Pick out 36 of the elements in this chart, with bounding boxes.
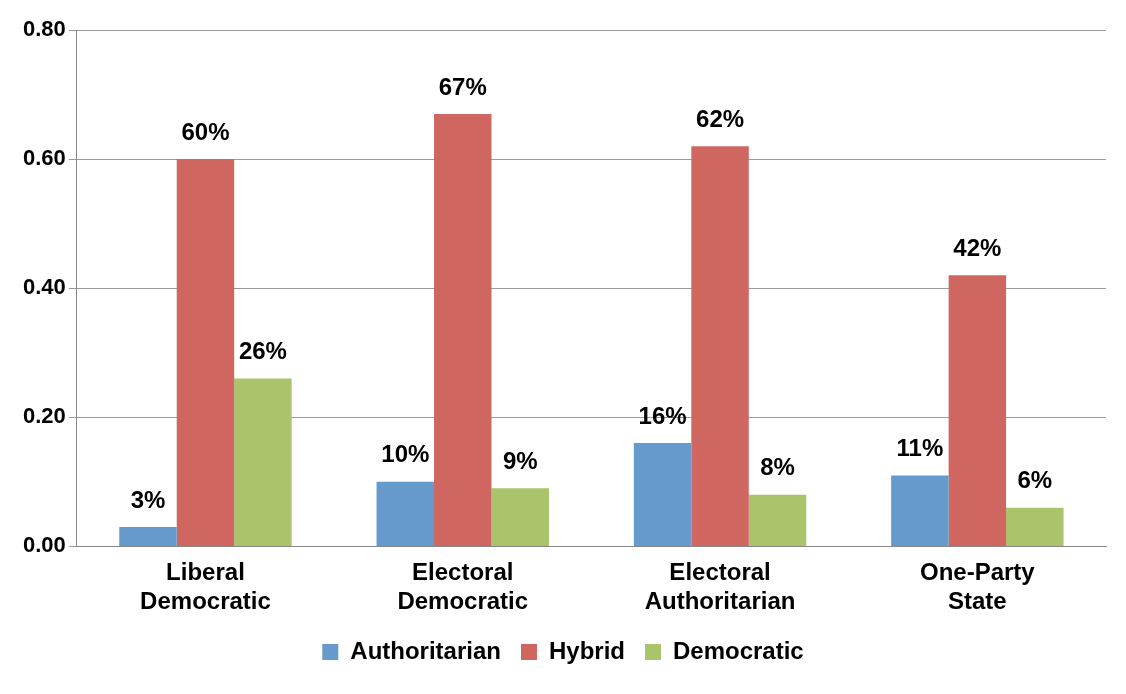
data-label: 9% — [502, 446, 538, 474]
y-tick-label: 0.60 — [22, 145, 66, 171]
data-label: 62% — [696, 104, 745, 132]
data-label: 8% — [760, 453, 795, 481]
bar — [691, 146, 749, 546]
bar — [948, 275, 1007, 546]
data-label: 26% — [238, 337, 287, 365]
data-label: 6% — [1017, 466, 1053, 494]
bar — [891, 475, 949, 546]
y-tick-label: 0.40 — [22, 274, 66, 300]
x-tick-label: Liberal Democratic — [140, 558, 271, 615]
data-label: 67% — [438, 72, 487, 100]
bar — [376, 481, 435, 546]
y-tick-label: 0.00 — [22, 532, 66, 558]
x-tick-label: Electoral Democratic — [397, 558, 529, 615]
bar — [748, 494, 807, 546]
x-tick-label: One-Party State — [920, 558, 1036, 615]
y-tick-label: 0.20 — [22, 403, 66, 429]
data-label: 42% — [953, 233, 1002, 261]
data-label: 10% — [381, 440, 430, 468]
data-label: 16% — [638, 401, 687, 429]
legend-label: Authoritarian — [350, 636, 501, 664]
data-label: 3% — [130, 485, 166, 513]
data-label: 60% — [181, 117, 230, 145]
y-tick-label: 0.80 — [22, 16, 66, 42]
bar — [491, 488, 549, 546]
bar — [434, 113, 492, 546]
bar — [119, 527, 177, 546]
bar — [234, 378, 292, 546]
legend-label: Hybrid — [548, 636, 625, 664]
x-tick-label: Electoral Authoritarian — [644, 558, 796, 615]
bar — [176, 159, 235, 546]
legend-label: Democratic — [672, 636, 804, 664]
bar — [633, 443, 692, 546]
data-label: 11% — [896, 434, 944, 462]
bar — [1006, 507, 1064, 546]
